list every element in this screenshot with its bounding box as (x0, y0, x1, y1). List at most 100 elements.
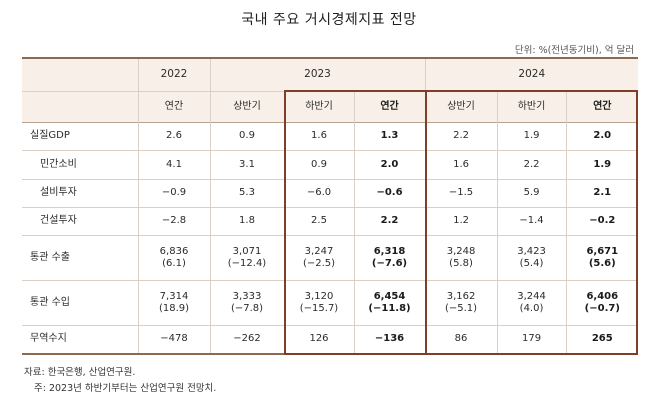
cell-value: 6,671 (586, 245, 619, 257)
cell-value: 3,333 (232, 290, 262, 302)
period-2023-h2: 하반기 (283, 91, 354, 123)
table-cell: 3,162 (−5.1) (424, 280, 498, 326)
table-cell: 3.1 (209, 150, 284, 179)
table-cell: 0.9 (283, 150, 354, 179)
table-cell: 6,454 (−11.8) (353, 280, 426, 326)
table-cell: 2.2 (424, 122, 498, 151)
forecast-table: 2022 2023 2024 연간 상반기 하반기 연간 상반기 하반기 연간 … (22, 57, 639, 355)
row-label: 설비투자 (40, 186, 77, 198)
table-cell: −0.6 (353, 179, 426, 208)
row-label: 건설투자 (40, 215, 77, 227)
table-cell: 3,423 (5.4) (496, 235, 567, 281)
table-title: 국내 주요 거시경제지표 전망 (241, 12, 417, 28)
table-cell: 4.1 (137, 150, 210, 179)
table-cell: −0.9 (137, 179, 210, 208)
cell-change: (5.8) (449, 258, 473, 270)
table-row: 무역수지 −478 −262 126 −136 86 179 265 (22, 325, 639, 354)
table-cell: 1.3 (353, 122, 426, 151)
table-cell: 2.1 (565, 179, 639, 208)
period-header-row: 연간 상반기 하반기 연간 상반기 하반기 연간 (22, 91, 639, 123)
source-note: 자료: 한국은행, 산업연구원. (24, 367, 136, 378)
table-cell: 1.6 (283, 122, 354, 151)
table-cell: 3,120 (−15.7) (283, 280, 354, 326)
table-cell: 2.5 (283, 207, 354, 236)
table-cell: 2.6 (137, 122, 210, 151)
cell-change: (4.0) (519, 303, 544, 315)
cell-value: 6,406 (586, 290, 619, 302)
table-cell: 1.9 (565, 150, 639, 179)
cell-value: 6,454 (373, 290, 406, 302)
row-label: 통관 수입 (30, 296, 70, 308)
cell-value: 3,071 (232, 245, 262, 257)
table-cell: −0.2 (565, 207, 639, 236)
cell-value: 7,314 (159, 290, 189, 302)
table-cell: 179 (496, 325, 567, 354)
cell-change: (−15.7) (299, 303, 339, 315)
table-cell: −6.0 (283, 179, 354, 208)
table-cell: −136 (353, 325, 426, 354)
table-row: 설비투자 −0.9 5.3 −6.0 −0.6 −1.5 5.9 2.1 (22, 179, 639, 208)
cell-change: (18.9) (158, 303, 190, 315)
table-row: 통관 수입 7,314 (18.9) 3,333 (−7.8) 3,120 (−15.… (22, 280, 639, 326)
cell-value: 3,244 (517, 290, 546, 302)
table-cell: 7,314 (18.9) (137, 280, 210, 326)
cell-value: 3,423 (517, 245, 546, 257)
footnote: 주: 2023년 하반기부터는 산업연구원 전망치. (34, 383, 217, 394)
table-cell: 3,248 (5.8) (424, 235, 498, 281)
table-cell: 1.6 (424, 150, 498, 179)
table-row: 민간소비 4.1 3.1 0.9 2.0 1.6 2.2 1.9 (22, 150, 639, 179)
table-cell: 2.2 (496, 150, 567, 179)
cell-change: (−0.7) (584, 303, 620, 315)
cell-value: 3,247 (304, 245, 334, 257)
table-cell: 3,071 (−12.4) (209, 235, 284, 281)
year-2022: 2022 (137, 58, 210, 92)
table-cell: 1.9 (496, 122, 567, 151)
period-2024-annual: 연간 (565, 91, 639, 123)
cell-value: 6,318 (373, 245, 406, 257)
table-cell: −2.8 (137, 207, 210, 236)
table-cell: 6,836 (6.1) (137, 235, 210, 281)
cell-change: (6.1) (162, 258, 186, 270)
table-cell: 6,671 (5.6) (565, 235, 639, 281)
table-row: 건설투자 −2.8 1.8 2.5 2.2 1.2 −1.4 −0.2 (22, 207, 639, 236)
table-cell: −1.4 (496, 207, 567, 236)
table-cell: 2.2 (353, 207, 426, 236)
year-header-row: 2022 2023 2024 (22, 58, 639, 92)
table-cell: 5.3 (209, 179, 284, 208)
table-cell: 5.9 (496, 179, 567, 208)
table-cell: 3,244 (4.0) (496, 280, 567, 326)
cell-change: (5.6) (588, 258, 616, 270)
table-cell: 3,333 (−7.8) (209, 280, 284, 326)
cell-change: (5.4) (519, 258, 544, 270)
table-cell: 86 (424, 325, 498, 354)
table-cell: 1.2 (424, 207, 498, 236)
table-cell: 2.0 (565, 122, 639, 151)
table-cell: −478 (137, 325, 210, 354)
table-cell: 0.9 (209, 122, 284, 151)
table-cell: 6,318 (−7.6) (353, 235, 426, 281)
corner-cell (22, 58, 138, 92)
table-cell: 265 (565, 325, 639, 354)
period-2024-h2: 하반기 (496, 91, 567, 123)
table-row: 실질GDP 2.6 0.9 1.6 1.3 2.2 1.9 2.0 (22, 122, 639, 151)
cell-value: 3,248 (446, 245, 476, 257)
table-cell: −1.5 (424, 179, 498, 208)
year-2023: 2023 (209, 58, 426, 92)
table-cell: 1.8 (209, 207, 284, 236)
row-label: 민간소비 (40, 158, 77, 170)
table-cell: 6,406 (−0.7) (565, 280, 639, 326)
cell-value: 6,836 (159, 245, 189, 257)
table-cell: 3,247 (−2.5) (283, 235, 354, 281)
cell-value: 3,162 (446, 290, 476, 302)
row-label: 무역수지 (30, 333, 67, 345)
year-2024: 2024 (424, 58, 639, 92)
cell-change: (−7.8) (230, 303, 264, 315)
row-label: 통관 수출 (30, 252, 70, 264)
cell-change: (−2.5) (302, 258, 336, 270)
table-cell: 126 (283, 325, 354, 354)
cell-change: (−7.6) (371, 258, 408, 270)
corner-cell (22, 92, 138, 123)
period-2023-h1: 상반기 (209, 91, 284, 123)
cell-change: (−5.1) (444, 303, 478, 315)
cell-change: (−11.8) (368, 303, 411, 315)
